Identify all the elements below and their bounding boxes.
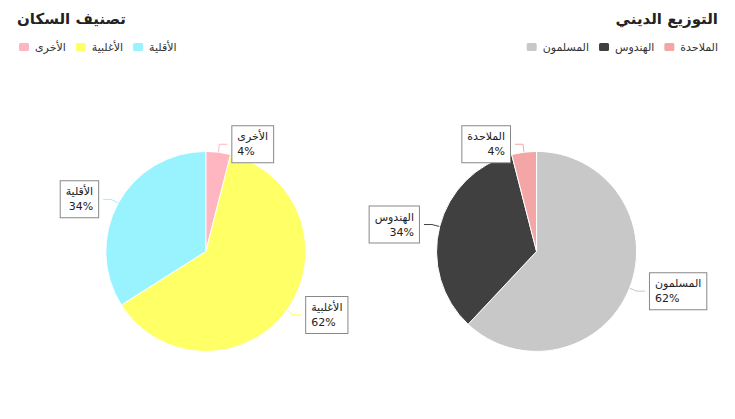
svg-text:تصنيف السكان: تصنيف السكان <box>17 10 126 28</box>
svg-text:الملاحدة: الملاحدة <box>680 41 718 54</box>
svg-text:الأغلبية: الأغلبية <box>311 300 342 314</box>
svg-text:62%: 62% <box>655 292 679 305</box>
svg-text:الملاحدة: الملاحدة <box>467 130 505 143</box>
svg-text:62%: 62% <box>311 316 335 329</box>
svg-text:المسلمون: المسلمون <box>543 41 589 54</box>
svg-text:الأقلية: الأقلية <box>149 40 176 54</box>
svg-text:34%: 34% <box>69 200 93 213</box>
svg-text:الهندوس: الهندوس <box>615 41 654 54</box>
svg-text:الهندوس: الهندوس <box>375 211 414 224</box>
svg-text:34%: 34% <box>389 226 413 239</box>
svg-text:4%: 4% <box>488 145 505 158</box>
svg-text:التوزيع الديني: التوزيع الديني <box>616 10 718 28</box>
svg-text:المسلمون: المسلمون <box>655 277 701 290</box>
svg-text:الأخرى: الأخرى <box>237 129 268 143</box>
svg-text:4%: 4% <box>237 145 254 158</box>
svg-text:الأقلية: الأقلية <box>66 184 93 198</box>
svg-text:الأخرى: الأخرى <box>35 40 66 54</box>
svg-text:الأغلبية: الأغلبية <box>92 40 123 54</box>
